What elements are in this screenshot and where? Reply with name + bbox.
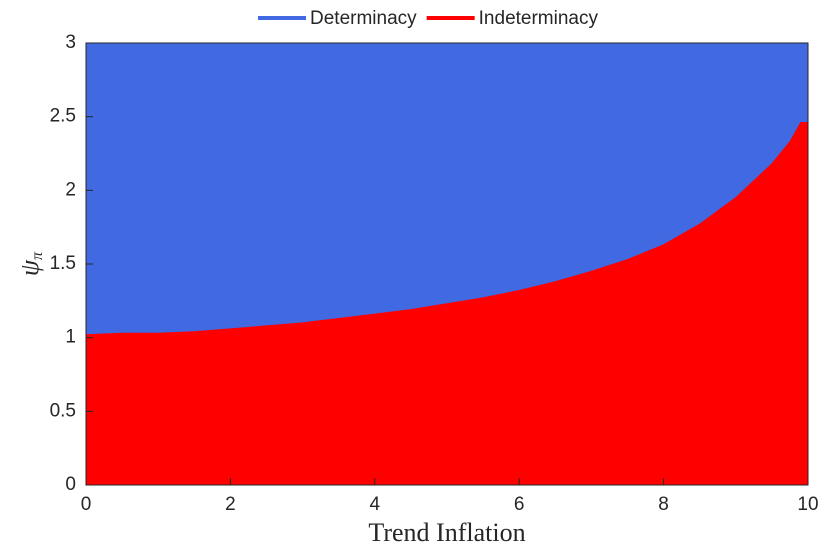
- region-area: [85, 122, 809, 486]
- y-tick-label: 0.5: [50, 400, 76, 421]
- legend-label: Indeterminacy: [479, 8, 599, 29]
- y-tick-label: 1: [65, 327, 76, 348]
- y-axis-label: ψπ: [15, 251, 46, 276]
- x-tick-label: 8: [658, 494, 669, 515]
- y-label-symbol: ψ: [15, 259, 44, 276]
- x-tick-label: 2: [225, 494, 236, 515]
- y-tick-label: 2.5: [50, 106, 76, 127]
- legend-label: Determinacy: [310, 8, 417, 29]
- y-tick-label: 1.5: [50, 253, 76, 274]
- x-tick-label: 10: [797, 494, 818, 515]
- y-label-subscript: π: [29, 251, 46, 260]
- y-tick-label: 0: [65, 474, 76, 495]
- y-tick-label: 2: [65, 179, 76, 200]
- x-axis-label: Trend Inflation: [368, 518, 525, 547]
- y-tick-label: 3: [65, 32, 76, 53]
- x-tick-label: 0: [81, 494, 92, 515]
- x-tick-label: 6: [514, 494, 525, 515]
- x-tick-label: 4: [370, 494, 381, 515]
